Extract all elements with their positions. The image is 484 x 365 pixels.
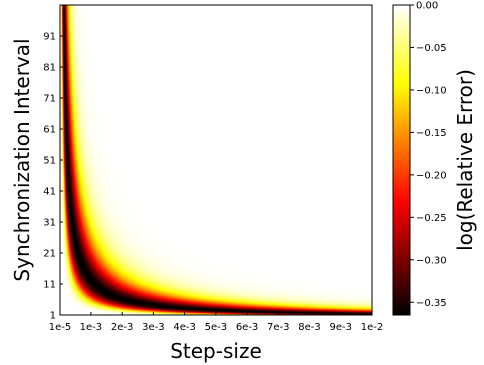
heatmap-area	[60, 5, 372, 315]
y-axis-label: Synchronization Interval	[10, 38, 34, 281]
colorbar-tick-label: −0.35	[416, 298, 447, 309]
x-tick-label: 6e-3	[236, 322, 259, 333]
y-tick-label: 31	[43, 218, 56, 229]
x-axis-label: Step-size	[170, 339, 262, 363]
x-tick-label: 9e-3	[330, 322, 353, 333]
colorbar-tick-label: −0.15	[416, 128, 447, 139]
y-tick-label: 1	[50, 311, 56, 322]
x-tick-label: 4e-3	[173, 322, 196, 333]
x-tick-label: 5e-3	[205, 322, 228, 333]
y-tick-label: 91	[43, 32, 56, 43]
x-axis-ticks: 1e-5 1e-3 2e-3 3e-3 4e-3 5e-3 6e-3 7e-3 8e-3 9e-3…	[49, 312, 384, 333]
y-tick-label: 41	[43, 187, 56, 198]
x-tick-label: 3e-3	[142, 322, 165, 333]
y-tick-label: 61	[43, 125, 56, 136]
x-tick-label: 7e-3	[267, 322, 290, 333]
colorbar-ticks: 0.00 −0.05 −0.10 −0.15 −0.20 −0.25 −0.30 −0.35	[410, 1, 447, 309]
x-tick-label: 1e-3	[80, 322, 103, 333]
colorbar-fill	[393, 5, 410, 315]
colorbar-tick-label: −0.20	[416, 170, 447, 181]
x-tick-label: 1e-5	[49, 322, 72, 333]
heatmap-image	[60, 5, 372, 315]
x-tick-label: 1e-2	[361, 322, 384, 333]
colorbar-label: log(Relative Error)	[453, 69, 477, 251]
y-tick-label: 51	[43, 156, 56, 167]
colorbar-tick-label: −0.05	[416, 43, 447, 54]
colorbar-tick-label: −0.30	[416, 255, 447, 266]
colorbar: 0.00 −0.05 −0.10 −0.15 −0.20 −0.25 −0.30 −0.35	[392, 1, 447, 316]
colorbar-tick-label: −0.10	[416, 85, 447, 96]
y-tick-label: 71	[43, 94, 56, 105]
y-tick-label: 11	[43, 280, 56, 291]
colorbar-tick-label: −0.25	[416, 213, 447, 224]
x-tick-label: 2e-3	[111, 322, 134, 333]
colorbar-frame	[392, 4, 411, 316]
y-tick-label: 21	[43, 249, 56, 260]
y-tick-label: 81	[43, 63, 56, 74]
colorbar-tick-label: 0.00	[416, 1, 438, 12]
x-tick-label: 8e-3	[298, 322, 321, 333]
